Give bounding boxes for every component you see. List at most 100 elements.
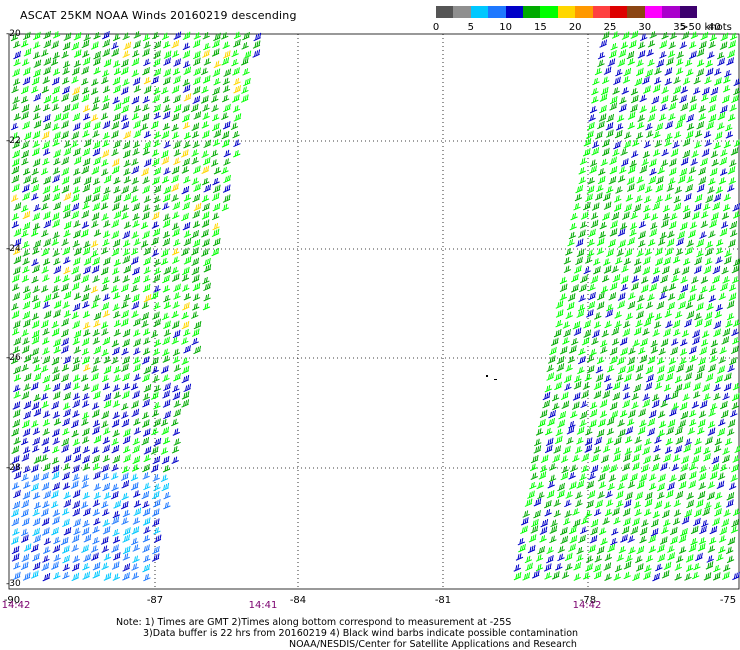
wind-barb — [112, 60, 121, 68]
wind-barb — [640, 284, 649, 293]
wind-barb — [41, 85, 50, 94]
wind-barb — [646, 130, 654, 138]
wind-barb — [573, 381, 582, 390]
wind-barb — [93, 483, 101, 491]
wind-barb — [140, 123, 149, 131]
wind-barb — [62, 463, 71, 471]
wind-barb — [515, 553, 524, 561]
wind-barb — [183, 141, 191, 149]
wind-barb — [53, 157, 61, 166]
wind-barb — [121, 301, 129, 309]
wind-barb — [182, 158, 190, 167]
wind-barb — [142, 33, 151, 42]
wind-barb — [71, 202, 80, 212]
wind-barb — [613, 140, 621, 150]
wind-barb — [81, 356, 90, 365]
wind-barb — [638, 230, 646, 240]
wind-barb — [536, 481, 544, 490]
wind-barb — [562, 337, 570, 345]
wind-barb — [642, 266, 651, 275]
lon-label-81: -81 — [434, 595, 452, 606]
wind-barb — [703, 265, 712, 275]
wind-barb — [570, 410, 578, 419]
wind-barb — [618, 365, 626, 375]
wind-barb — [589, 159, 598, 167]
wind-barb — [668, 177, 676, 185]
wind-barb — [63, 499, 72, 508]
wind-barb — [675, 436, 684, 445]
wind-barb — [565, 364, 573, 372]
wind-barb — [151, 211, 160, 221]
wind-barb — [32, 130, 41, 140]
wind-barb — [201, 130, 210, 139]
wind-barb — [131, 284, 139, 293]
wind-barb — [635, 319, 643, 328]
wind-barb — [553, 372, 562, 382]
wind-barb — [563, 517, 571, 526]
wind-barb — [152, 455, 161, 465]
wind-barb — [696, 184, 705, 193]
wind-barb — [131, 301, 140, 310]
wind-barb — [231, 58, 239, 67]
wind-barb — [13, 337, 22, 346]
wind-barb — [113, 140, 121, 149]
wind-barb — [112, 346, 120, 356]
wind-barb — [201, 121, 210, 129]
wind-barb — [121, 309, 129, 319]
wind-barb — [646, 312, 655, 320]
wind-barb — [673, 76, 681, 85]
wind-barb — [714, 508, 722, 517]
wind-barb — [33, 204, 41, 212]
wind-barb — [202, 302, 211, 311]
wind-barb — [665, 57, 674, 66]
wind-barb — [620, 148, 628, 156]
wind-barb — [582, 382, 591, 390]
wind-barb — [42, 274, 50, 282]
wind-barb — [623, 67, 632, 77]
wind-barb — [703, 130, 712, 139]
wind-barb — [594, 436, 602, 446]
wind-barb — [639, 535, 647, 544]
wind-barb — [82, 113, 91, 121]
wind-barb — [696, 238, 705, 248]
wind-barb — [733, 87, 740, 96]
wind-barb — [617, 419, 625, 427]
wind-barb — [675, 248, 684, 256]
wind-barb — [73, 168, 81, 176]
wind-barb — [609, 401, 618, 411]
wind-barb — [617, 482, 625, 491]
wind-barb — [568, 543, 576, 552]
wind-barb — [83, 33, 91, 42]
wind-barb — [11, 183, 20, 193]
wind-barb — [201, 219, 210, 228]
wind-barb — [673, 131, 682, 139]
wind-barb — [553, 328, 562, 338]
wind-barb — [12, 419, 21, 428]
wind-barb — [576, 248, 585, 258]
wind-barb — [43, 30, 51, 40]
wind-barb — [152, 58, 161, 67]
wind-barb — [659, 536, 668, 545]
wind-barb — [630, 282, 639, 291]
wind-barb — [715, 247, 724, 255]
wind-barb — [11, 455, 20, 464]
wind-barb — [573, 203, 581, 211]
wind-barb — [222, 41, 230, 49]
wind-barb — [581, 465, 589, 473]
wind-barb — [11, 464, 20, 473]
wind-barb — [653, 454, 661, 462]
wind-barb — [559, 283, 568, 292]
wind-barb — [142, 428, 151, 437]
wind-barb — [31, 193, 39, 201]
wind-barb — [222, 194, 231, 203]
wind-barb — [211, 95, 219, 103]
wind-barb — [111, 444, 120, 454]
wind-barb — [42, 337, 50, 345]
wind-barb — [605, 309, 613, 318]
wind-barb — [695, 302, 704, 311]
wind-barb — [111, 483, 119, 492]
wind-barb — [576, 554, 584, 562]
wind-barb — [574, 375, 582, 383]
wind-barb — [613, 573, 621, 581]
wind-barb — [162, 312, 170, 321]
